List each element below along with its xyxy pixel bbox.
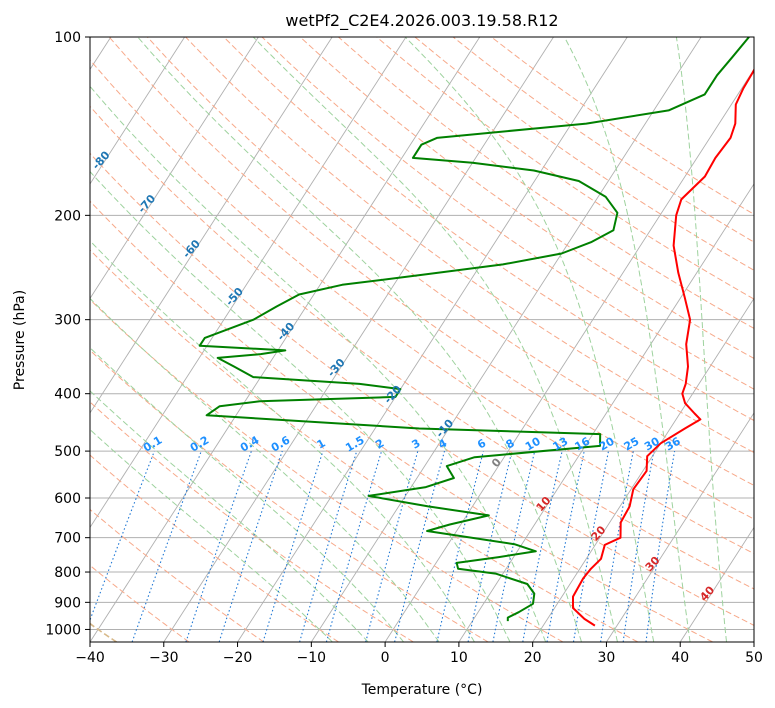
moist-adiabat-10 <box>90 240 475 642</box>
moist-adiabat-25 <box>137 37 582 642</box>
mixing-ratio-line-10 <box>492 450 536 642</box>
mixing-ratio-line-1 <box>262 450 324 642</box>
isotherm--40 <box>90 37 481 642</box>
y-tick-label: 100 <box>54 30 81 46</box>
mixing-ratio-line-0.1 <box>90 450 155 622</box>
y-tick-label: 1000 <box>45 622 81 638</box>
moist-adiabat-30 <box>252 37 618 642</box>
isotherm--10 <box>310 37 702 642</box>
mixing-ratio-lines <box>90 450 676 642</box>
mixing-ratio-line-30 <box>622 451 655 642</box>
plot-frame <box>89 36 755 643</box>
moist-adiabat--5 <box>90 390 369 642</box>
moist-adiabat-20 <box>90 85 547 642</box>
dry-adiabat-20 <box>90 298 564 642</box>
mixing-ratio-line-1.5 <box>299 450 358 642</box>
sounding-profiles <box>198 37 754 627</box>
x-tick-label: 40 <box>671 650 689 666</box>
dry-adiabat-120 <box>261 37 754 390</box>
dry-adiabat-100 <box>185 37 754 454</box>
moist-adiabat-15 <box>90 170 511 642</box>
mixing-ratio-line-6 <box>436 450 484 642</box>
dry-adiabats <box>90 37 754 642</box>
dry-adiabat-60 <box>90 105 754 590</box>
dry-adiabat--10 <box>90 454 339 642</box>
dry-adiabat-80 <box>108 37 754 520</box>
moist-adiabat-35 <box>404 37 655 642</box>
x-tick-label: 0 <box>381 650 390 666</box>
y-tick-label: 600 <box>54 491 81 507</box>
dry-adiabat-10 <box>90 349 489 642</box>
x-axis-title: Temperature (°C) <box>361 682 483 698</box>
mixing-ratio-line-4 <box>394 450 446 642</box>
y-axis: 100 200 300 400 500 600 700 800 900 1000 <box>45 30 90 638</box>
isotherm--20 <box>237 37 628 642</box>
isotherm--60 <box>90 37 333 414</box>
isotherm-grid <box>90 37 754 642</box>
mixing-ratio-line-36 <box>645 451 676 642</box>
x-tick-label: −10 <box>297 650 327 666</box>
plot-area: 0.10.20.40.611.52346810131620253036-100-… <box>90 37 754 642</box>
y-tick-label: 400 <box>54 387 81 403</box>
isotherm--70 <box>90 37 259 300</box>
isotherm--80 <box>90 37 186 185</box>
dry-adiabat--20 <box>90 508 265 642</box>
mixing-ratio-line-0.6 <box>218 450 283 642</box>
mixing-ratio-line-8 <box>467 450 513 642</box>
dry-adiabat-50 <box>90 152 754 626</box>
isotherm-40 <box>679 526 754 642</box>
isotherm-20 <box>532 297 754 642</box>
y-tick-label: 200 <box>54 208 81 224</box>
isotherm--30 <box>163 37 554 642</box>
moist-adiabat--10 <box>90 428 333 642</box>
x-tick-label: 10 <box>450 650 468 666</box>
temperature-profile <box>572 68 754 627</box>
y-tick-label: 300 <box>54 313 81 329</box>
dry-adiabat-30 <box>90 249 639 642</box>
mixing-ratio-line-2 <box>325 450 383 642</box>
dry-adiabat-70 <box>90 59 754 555</box>
chart-title: wetPf2_C2E4.2026.003.19.58.R12 <box>285 11 558 31</box>
isotherm-30 <box>606 412 754 642</box>
moist-adiabat-0 <box>90 347 404 642</box>
dry-adiabat-40 <box>90 200 713 642</box>
x-tick-label: 50 <box>745 650 763 666</box>
dry-adiabat-110 <box>223 37 754 422</box>
dewpoint-profile <box>198 37 750 622</box>
x-tick-label: 20 <box>524 650 542 666</box>
x-tick-label: 30 <box>598 650 616 666</box>
isotherm-10 <box>458 183 754 642</box>
y-tick-label: 800 <box>54 565 81 581</box>
moist-adiabat-45 <box>675 37 727 642</box>
mixing-ratio-line-0.2 <box>131 450 202 642</box>
y-tick-label: 500 <box>54 444 81 460</box>
dry-adiabat-90 <box>147 37 754 486</box>
dry-adiabat-140 <box>338 37 754 330</box>
isotherm-0 <box>384 68 754 642</box>
isotherm--50 <box>90 37 407 529</box>
mixing-ratio-line-0.4 <box>185 450 252 642</box>
y-tick-label: 700 <box>54 531 81 547</box>
x-tick-label: −20 <box>223 650 253 666</box>
y-axis-title: Pressure (hPa) <box>12 290 28 390</box>
x-axis: −40 −30 −20 −10 0 10 20 30 40 50 <box>75 642 763 666</box>
dry-adiabat-0 <box>90 401 414 642</box>
moist-adiabat-40 <box>563 37 691 642</box>
mixing-ratio-line-3 <box>365 450 419 642</box>
x-tick-label: −40 <box>75 650 105 666</box>
moist-adiabat-5 <box>90 297 440 642</box>
moist-adiabats <box>90 37 727 642</box>
y-tick-label: 900 <box>54 595 81 611</box>
x-tick-label: −30 <box>149 650 179 666</box>
